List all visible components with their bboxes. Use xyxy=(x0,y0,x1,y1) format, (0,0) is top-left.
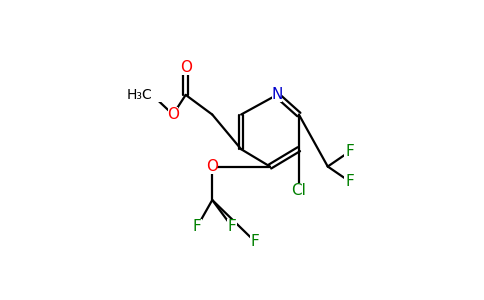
Bar xyxy=(181,60,191,75)
Text: F: F xyxy=(251,234,259,249)
Bar xyxy=(192,219,202,234)
Text: N: N xyxy=(271,87,283,102)
Text: F: F xyxy=(345,174,354,189)
Bar xyxy=(345,174,355,189)
Text: O: O xyxy=(180,60,192,75)
Bar xyxy=(140,87,164,102)
Text: F: F xyxy=(227,219,236,234)
Text: O: O xyxy=(206,159,218,174)
Text: O: O xyxy=(167,107,179,122)
Bar xyxy=(207,159,217,174)
Bar xyxy=(290,183,307,198)
Bar xyxy=(250,234,260,249)
Bar xyxy=(345,144,355,159)
Bar xyxy=(227,219,237,234)
Text: F: F xyxy=(193,219,202,234)
Text: Cl: Cl xyxy=(291,183,306,198)
Text: H₃C: H₃C xyxy=(126,88,152,102)
Bar xyxy=(272,87,282,102)
Bar xyxy=(168,107,178,122)
Text: F: F xyxy=(345,144,354,159)
